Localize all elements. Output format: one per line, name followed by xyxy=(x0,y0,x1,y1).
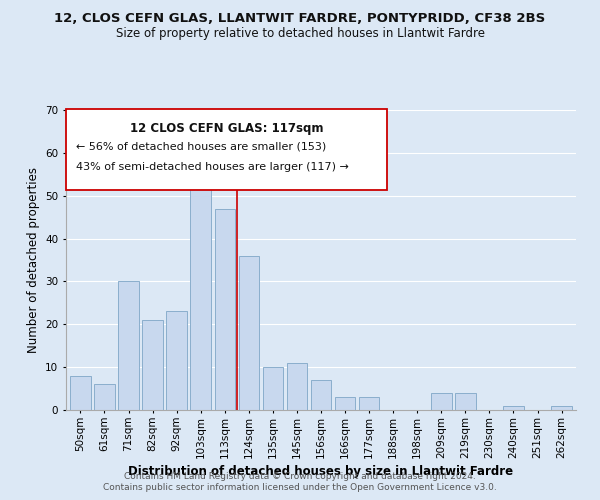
Bar xyxy=(166,312,187,410)
Bar xyxy=(431,393,452,410)
FancyBboxPatch shape xyxy=(66,108,388,190)
Text: Contains HM Land Registry data © Crown copyright and database right 2024.: Contains HM Land Registry data © Crown c… xyxy=(124,472,476,481)
Bar xyxy=(215,208,235,410)
X-axis label: Distribution of detached houses by size in Llantwit Fardre: Distribution of detached houses by size … xyxy=(128,464,514,477)
Bar xyxy=(503,406,524,410)
Bar xyxy=(70,376,91,410)
Bar xyxy=(335,397,355,410)
Bar xyxy=(311,380,331,410)
Bar xyxy=(118,282,139,410)
Text: Size of property relative to detached houses in Llantwit Fardre: Size of property relative to detached ho… xyxy=(115,28,485,40)
Bar xyxy=(239,256,259,410)
Y-axis label: Number of detached properties: Number of detached properties xyxy=(26,167,40,353)
Text: 43% of semi-detached houses are larger (117) →: 43% of semi-detached houses are larger (… xyxy=(76,162,349,172)
Bar xyxy=(142,320,163,410)
Text: Contains public sector information licensed under the Open Government Licence v3: Contains public sector information licen… xyxy=(103,484,497,492)
Bar xyxy=(190,170,211,410)
Bar xyxy=(263,367,283,410)
Text: 12, CLOS CEFN GLAS, LLANTWIT FARDRE, PONTYPRIDD, CF38 2BS: 12, CLOS CEFN GLAS, LLANTWIT FARDRE, PON… xyxy=(55,12,545,26)
Bar xyxy=(287,363,307,410)
Bar xyxy=(455,393,476,410)
Bar xyxy=(94,384,115,410)
Bar xyxy=(551,406,572,410)
Text: 12 CLOS CEFN GLAS: 117sqm: 12 CLOS CEFN GLAS: 117sqm xyxy=(130,122,323,135)
Bar xyxy=(359,397,379,410)
Text: ← 56% of detached houses are smaller (153): ← 56% of detached houses are smaller (15… xyxy=(76,142,326,152)
